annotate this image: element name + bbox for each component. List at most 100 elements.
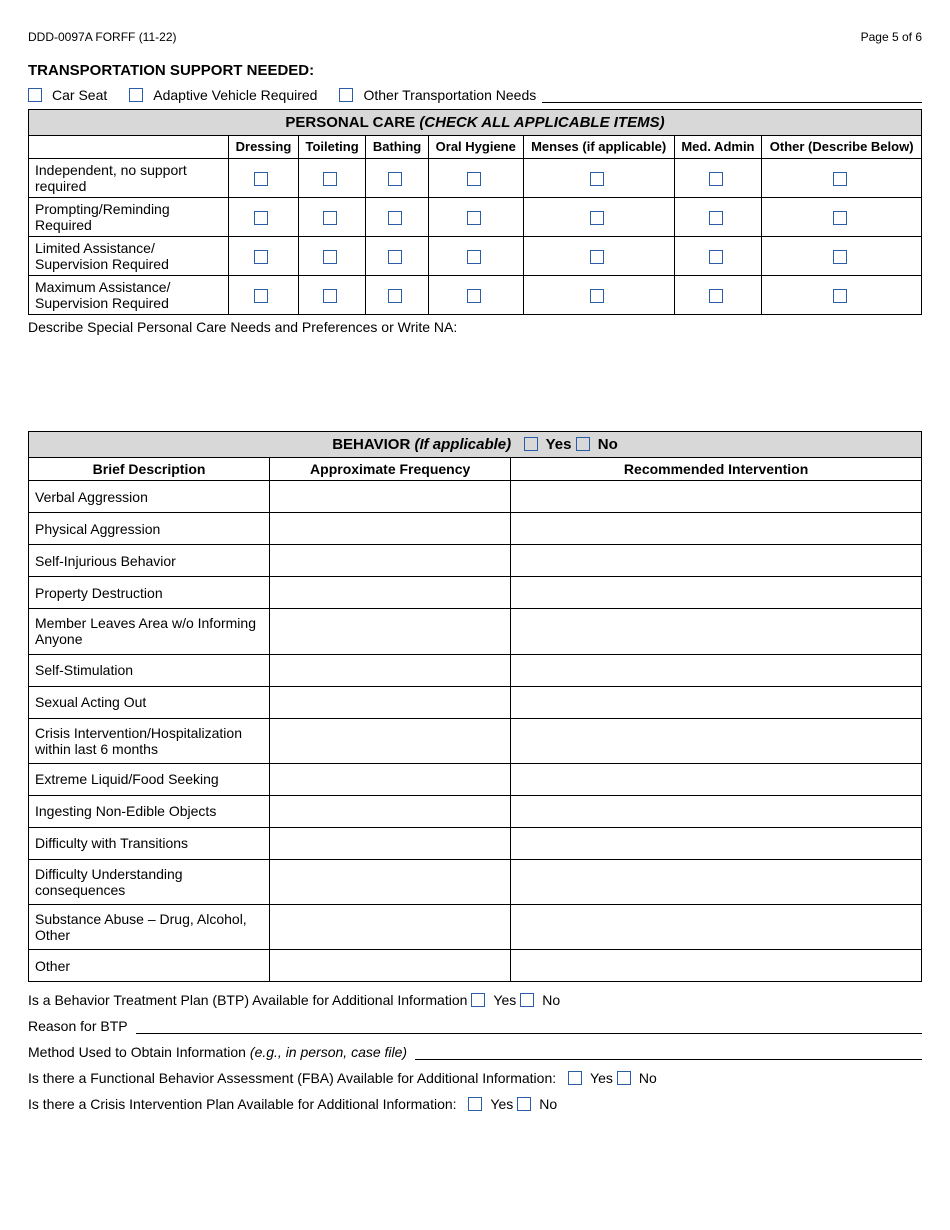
behav-cell[interactable] (270, 718, 511, 763)
pc-checkbox[interactable] (388, 289, 402, 303)
behav-cell[interactable] (511, 795, 922, 827)
behav-cell[interactable] (511, 718, 922, 763)
behav-row-label: Property Destruction (29, 577, 270, 609)
crisis-no: No (539, 1096, 557, 1112)
method-line[interactable] (415, 1046, 922, 1060)
behav-cell[interactable] (270, 950, 511, 982)
behav-cell[interactable] (270, 686, 511, 718)
behav-cell[interactable] (511, 859, 922, 904)
behav-cell[interactable] (511, 827, 922, 859)
pc-checkbox[interactable] (388, 250, 402, 264)
pc-checkbox[interactable] (709, 289, 723, 303)
pc-checkbox[interactable] (590, 211, 604, 225)
behav-cell[interactable] (270, 795, 511, 827)
behav-cell[interactable] (270, 827, 511, 859)
behav-cell[interactable] (511, 577, 922, 609)
pc-checkbox[interactable] (590, 172, 604, 186)
btp-yes: Yes (493, 992, 516, 1008)
pc-row-label: Independent, no support required (29, 158, 229, 197)
behav-col-1: Approximate Frequency (270, 458, 511, 481)
pc-checkbox[interactable] (833, 250, 847, 264)
checkbox-fba-no[interactable] (617, 1071, 631, 1085)
behav-cell[interactable] (270, 545, 511, 577)
opt-other-transport: Other Transportation Needs (363, 87, 536, 103)
pc-col-5: Med. Admin (674, 136, 762, 159)
behav-cell[interactable] (270, 904, 511, 949)
q-method-a: Method Used to Obtain Information (28, 1044, 246, 1060)
behav-cell[interactable] (270, 763, 511, 795)
behav-cell[interactable] (511, 481, 922, 513)
checkbox-behav-yes[interactable] (524, 437, 538, 451)
q-method-b: (e.g., in person, case file) (250, 1044, 407, 1060)
pc-checkbox[interactable] (590, 250, 604, 264)
behav-row-label: Self-Stimulation (29, 654, 270, 686)
q-btp: Is a Behavior Treatment Plan (BTP) Avail… (28, 992, 467, 1008)
behav-row-label: Difficulty with Transitions (29, 827, 270, 859)
behav-row-label: Difficulty Understanding consequences (29, 859, 270, 904)
behav-row-label: Sexual Acting Out (29, 686, 270, 718)
reason-btp-line[interactable] (136, 1020, 922, 1034)
behav-title-a: BEHAVIOR (332, 436, 414, 453)
checkbox-other-transport[interactable] (339, 88, 353, 102)
behav-row-label: Substance Abuse – Drug, Alcohol, Other (29, 904, 270, 949)
checkbox-adaptive-vehicle[interactable] (129, 88, 143, 102)
pc-checkbox[interactable] (467, 289, 481, 303)
checkbox-btp-yes[interactable] (471, 993, 485, 1007)
behav-cell[interactable] (511, 686, 922, 718)
pc-checkbox[interactable] (833, 172, 847, 186)
pc-checkbox[interactable] (709, 172, 723, 186)
checkbox-crisis-no[interactable] (517, 1097, 531, 1111)
pc-checkbox[interactable] (388, 172, 402, 186)
behav-row-label: Physical Aggression (29, 513, 270, 545)
pc-checkbox[interactable] (254, 250, 268, 264)
pc-row-label: Maximum Assistance/ Supervision Required (29, 276, 229, 315)
pc-checkbox[interactable] (833, 289, 847, 303)
pc-checkbox[interactable] (254, 172, 268, 186)
behav-cell[interactable] (270, 481, 511, 513)
behav-cell[interactable] (511, 654, 922, 686)
other-transport-line[interactable] (542, 89, 922, 103)
pc-row-label: Prompting/Reminding Required (29, 197, 229, 236)
pc-col-2: Bathing (366, 136, 429, 159)
pc-checkbox[interactable] (709, 211, 723, 225)
pc-checkbox[interactable] (254, 211, 268, 225)
pc-checkbox[interactable] (323, 289, 337, 303)
pc-checkbox[interactable] (467, 211, 481, 225)
behav-cell[interactable] (270, 859, 511, 904)
opt-car-seat: Car Seat (52, 87, 107, 103)
behav-cell[interactable] (270, 577, 511, 609)
behav-col-0: Brief Description (29, 458, 270, 481)
behav-cell[interactable] (511, 609, 922, 654)
checkbox-btp-no[interactable] (520, 993, 534, 1007)
pc-checkbox[interactable] (323, 172, 337, 186)
pc-checkbox[interactable] (467, 172, 481, 186)
pc-checkbox[interactable] (467, 250, 481, 264)
pc-row-label: Limited Assistance/ Supervision Required (29, 236, 229, 275)
behav-cell[interactable] (270, 513, 511, 545)
pc-checkbox[interactable] (709, 250, 723, 264)
pc-checkbox[interactable] (833, 211, 847, 225)
behav-cell[interactable] (511, 513, 922, 545)
pc-checkbox[interactable] (388, 211, 402, 225)
behav-cell[interactable] (511, 763, 922, 795)
pc-checkbox[interactable] (323, 211, 337, 225)
fba-no: No (639, 1070, 657, 1086)
behav-cell[interactable] (511, 950, 922, 982)
behav-cell[interactable] (270, 609, 511, 654)
fba-yes: Yes (590, 1070, 613, 1086)
checkbox-behav-no[interactable] (576, 437, 590, 451)
checkbox-car-seat[interactable] (28, 88, 42, 102)
pc-checkbox[interactable] (254, 289, 268, 303)
checkbox-crisis-yes[interactable] (468, 1097, 482, 1111)
pc-describe-area[interactable] (28, 335, 922, 431)
behav-cell[interactable] (270, 654, 511, 686)
behav-row-label: Ingesting Non-Edible Objects (29, 795, 270, 827)
behav-cell[interactable] (511, 545, 922, 577)
pc-checkbox[interactable] (590, 289, 604, 303)
pc-col-3: Oral Hygiene (428, 136, 523, 159)
checkbox-fba-yes[interactable] (568, 1071, 582, 1085)
pc-checkbox[interactable] (323, 250, 337, 264)
behav-row-label: Extreme Liquid/Food Seeking (29, 763, 270, 795)
behav-cell[interactable] (511, 904, 922, 949)
behav-title-b: (If applicable) (414, 436, 511, 453)
